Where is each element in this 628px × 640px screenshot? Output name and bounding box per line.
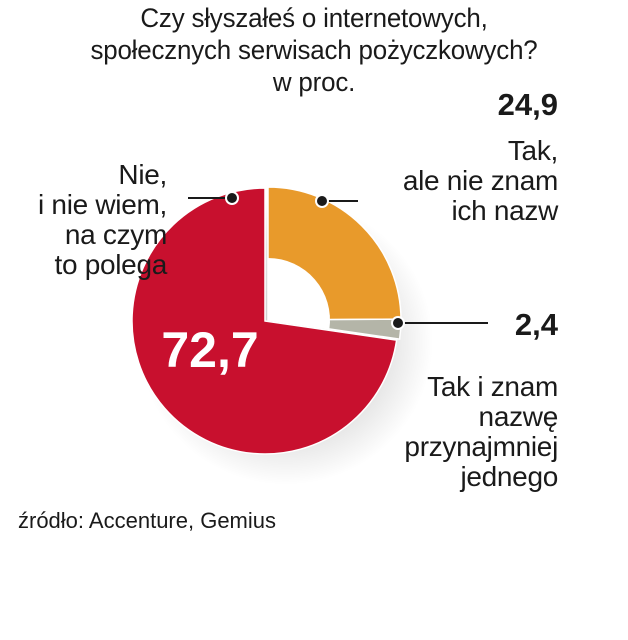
slice-label-yes-knows-one-line-3: przynajmniej [404,431,558,462]
leader-no-dot [225,191,239,205]
slice-label-yes-no-names-line-2: ale nie znam [402,165,558,196]
slice-label-no-line-1b: Nie, [118,159,167,190]
pie-slice-no [131,187,398,455]
slice-label-no-line-2: i nie wiem, [38,189,167,220]
leader-yes-knows-one-dot [391,316,405,330]
chart-title: Czy słyszałeś o internetowych, społeczny… [13,2,616,98]
slice-label-no-block: Nie, i nie wiem, na czym to polega [38,160,167,280]
source-note: źródło: Accenture, Gemius [18,508,277,533]
slice-value-label-no: 72,7 [161,322,258,378]
slice-label-yes-no-names-line-3: ich nazw [451,195,558,226]
leader-yes-no-names-dot [315,194,329,208]
slice-label-no-line-4: to polega [54,249,167,280]
pie-inner-cutout [268,258,331,329]
leader-lines [188,191,488,330]
chart-unit: w proc. [272,67,356,97]
slice-label-yes-no-names-line-1: Tak, [507,135,558,166]
slice-label-yes-knows-one: Tak i znam nazwę przynajmniej jednego [404,372,558,492]
chart-title-line-1: Czy słyszałeś o internetowych, [140,3,488,33]
slice-label-yes-knows-one-line-2: nazwę [478,401,559,432]
slice-value-label-yes-no-names: 24,9 [497,87,558,122]
slice-label-yes-knows-one-line-1: Tak i znam [427,371,558,402]
slice-value-label-yes-knows-one: 2,4 [514,307,558,342]
pie-inner-cutout-shape [268,258,331,329]
slice-label-yes-no-names: Tak, ale nie znam ich nazw [403,136,558,226]
slice-label-no-line-3: na czym [64,219,167,250]
chart-title-line-2: społecznych serwisach pożyczkowych? [90,35,538,65]
slice-label-yes-knows-one-line-4: jednego [460,461,558,492]
